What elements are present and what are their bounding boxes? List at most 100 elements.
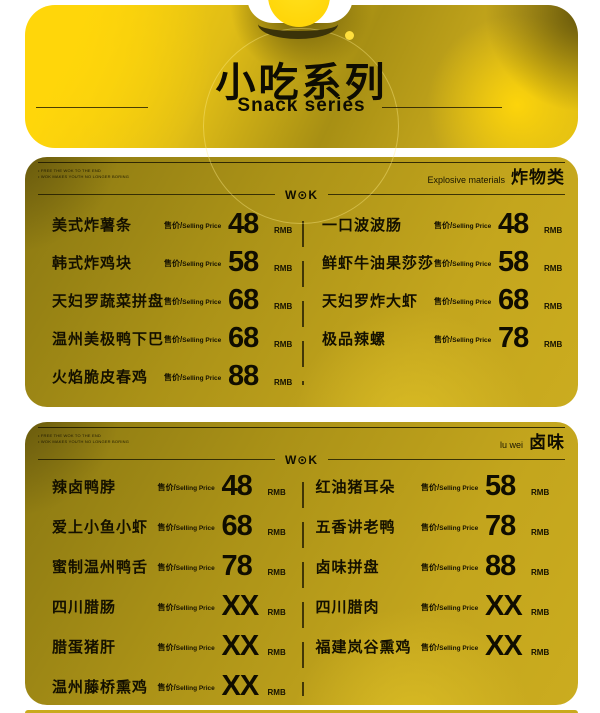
dish-name: 温州藤桥熏鸡 [52, 678, 149, 696]
currency-label: RMB [267, 488, 286, 497]
price-label: 售价/Selling Price [434, 215, 498, 233]
currency-label: RMB [267, 608, 286, 617]
dish-name: 卤味拼盘 [315, 558, 380, 576]
price-label: 售价/Selling Price [434, 291, 498, 309]
menu-item-row: 红油猪耳朵 售价/Selling Price 58 RMB [316, 466, 562, 506]
dish-name: 四川腊肉 [315, 598, 380, 616]
price-label: 售价/Selling Price [421, 517, 485, 535]
price-label-en: Selling Price [175, 685, 215, 692]
menu-item-row: 韩式炸鸡块 售价/Selling Price 58 RMB [52, 243, 304, 281]
price-value: 68 [228, 283, 259, 316]
menu-item-row: 辣卤鸭脖 售价/Selling Price 48 RMB [52, 466, 298, 506]
price-label-en: Selling Price [175, 645, 215, 652]
dish-name: 极品辣螺 [322, 330, 387, 348]
section-title-cn: 炸物类 [511, 168, 565, 187]
currency-label: RMB [544, 264, 563, 273]
price-label-cn: 售价/ [157, 483, 176, 492]
price-label-cn: 售价/ [434, 259, 453, 268]
price-label-cn: 售价/ [164, 259, 183, 268]
currency-label: RMB [531, 608, 550, 617]
currency-label: RMB [274, 302, 293, 311]
page-title: 小吃系列 [215, 61, 388, 105]
price-value: XX [221, 629, 260, 662]
menu-item-row: 福建岚谷熏鸡 售价/Selling Price XX RMB [316, 626, 562, 666]
price-value: XX [221, 589, 260, 622]
menu-item-row: 一口波波肠 售价/Selling Price 48 RMB [322, 205, 574, 243]
price-label-en: Selling Price [439, 605, 479, 612]
price-value: XX [485, 589, 523, 622]
price-label: 售价/Selling Price [434, 329, 498, 347]
dish-name: 蜜制温州鸭舌 [52, 558, 149, 576]
menu-item-row: 爱上小鱼小虾 售价/Selling Price 68 RMB [52, 506, 298, 546]
currency-label: RMB [531, 568, 550, 577]
price-label: 售价/Selling Price [421, 557, 485, 575]
dish-name: 天妇罗炸大虾 [322, 292, 419, 310]
header-rule-left [38, 194, 275, 195]
panel-top-rule [38, 427, 565, 428]
price-value: 88 [228, 359, 259, 392]
slogan-line: • WOK MAKES YOUTH NO LONGER BORING [38, 439, 130, 444]
price-label-cn: 售价/ [164, 221, 183, 230]
decor-ring-dot-icon [345, 31, 354, 40]
section-title: lu wei 卤味 [500, 428, 565, 453]
slogan-line: • FREE THE WOK TO THE END [38, 433, 102, 438]
price-label-cn: 售价/ [157, 523, 176, 532]
price-label-en: Selling Price [439, 565, 479, 572]
price-label-en: Selling Price [182, 337, 222, 344]
section-title: Explosive materials 炸物类 [427, 163, 565, 188]
price-label-en: Selling Price [452, 299, 492, 306]
section-title-en: Explosive materials [427, 175, 505, 185]
price-label-cn: 售价/ [434, 297, 453, 306]
currency-label: RMB [267, 688, 286, 697]
price-label-cn: 售价/ [157, 563, 176, 572]
slogan-notes: • FREE THE WOK TO THE END • WOK MAKES YO… [38, 428, 129, 445]
header-rule-left [38, 459, 275, 460]
price-label: 售价/Selling Price [421, 597, 485, 615]
price-label-en: Selling Price [182, 223, 222, 230]
menu-item-row: 四川腊肠 售价/Selling Price XX RMB [52, 586, 298, 626]
dish-name: 爱上小鱼小虾 [52, 518, 149, 536]
price-label-en: Selling Price [175, 525, 215, 532]
currency-label: RMB [274, 226, 293, 235]
menu-column-left: 美式炸薯条 售价/Selling Price 48 RMB 韩式炸鸡块 售价/S… [38, 205, 308, 395]
price-label: 售价/Selling Price [421, 637, 485, 655]
dish-name: 腊蛋猪肝 [52, 638, 117, 656]
currency-label: RMB [274, 264, 293, 273]
price-label-cn: 售价/ [164, 335, 183, 344]
menu-item-row: 四川腊肉 售价/Selling Price XX RMB [316, 586, 562, 626]
price-value: XX [221, 669, 260, 702]
menu-item-row: 火焰脆皮春鸡 售价/Selling Price 88 RMB [52, 357, 304, 395]
price-label-cn: 售价/ [164, 373, 183, 382]
header-banner: 小吃系列 Snack series [25, 0, 578, 224]
price-label-cn: 售价/ [434, 221, 453, 230]
menu-item-row: 五香讲老鸭 售价/Selling Price 78 RMB [316, 506, 562, 546]
dish-name: 美式炸薯条 [52, 216, 133, 234]
price-value: 68 [228, 321, 259, 354]
currency-label: RMB [544, 226, 563, 235]
price-label: 售价/Selling Price [158, 517, 222, 535]
header-rule-right [328, 194, 566, 195]
price-label: 售价/Selling Price [158, 597, 222, 615]
dish-name: 辣卤鸭脖 [52, 478, 117, 496]
price-value: XX [485, 629, 523, 662]
price-label-cn: 售价/ [164, 297, 183, 306]
price-label-cn: 售价/ [421, 483, 440, 492]
dark-arc-icon [258, 9, 338, 39]
dish-name: 天妇罗蔬菜拼盘 [52, 292, 165, 310]
price-label-cn: 售价/ [434, 335, 453, 344]
dish-name: 福建岚谷熏鸡 [315, 638, 412, 656]
slogan-line: • FREE THE WOK TO THE END [38, 168, 102, 173]
currency-label: RMB [274, 340, 293, 349]
price-label: 售价/Selling Price [164, 215, 228, 233]
price-value: 68 [221, 509, 253, 542]
menu-item-row: 天妇罗蔬菜拼盘 售价/Selling Price 68 RMB [52, 281, 304, 319]
price-label: 售价/Selling Price [158, 637, 222, 655]
price-value: 78 [485, 509, 516, 542]
price-label-cn: 售价/ [421, 643, 440, 652]
price-value: 58 [485, 469, 516, 502]
page-subtitle: Snack series [237, 95, 366, 116]
price-label-en: Selling Price [182, 299, 222, 306]
wok-logo: W⊙K [284, 452, 319, 467]
price-label-en: Selling Price [182, 261, 222, 268]
